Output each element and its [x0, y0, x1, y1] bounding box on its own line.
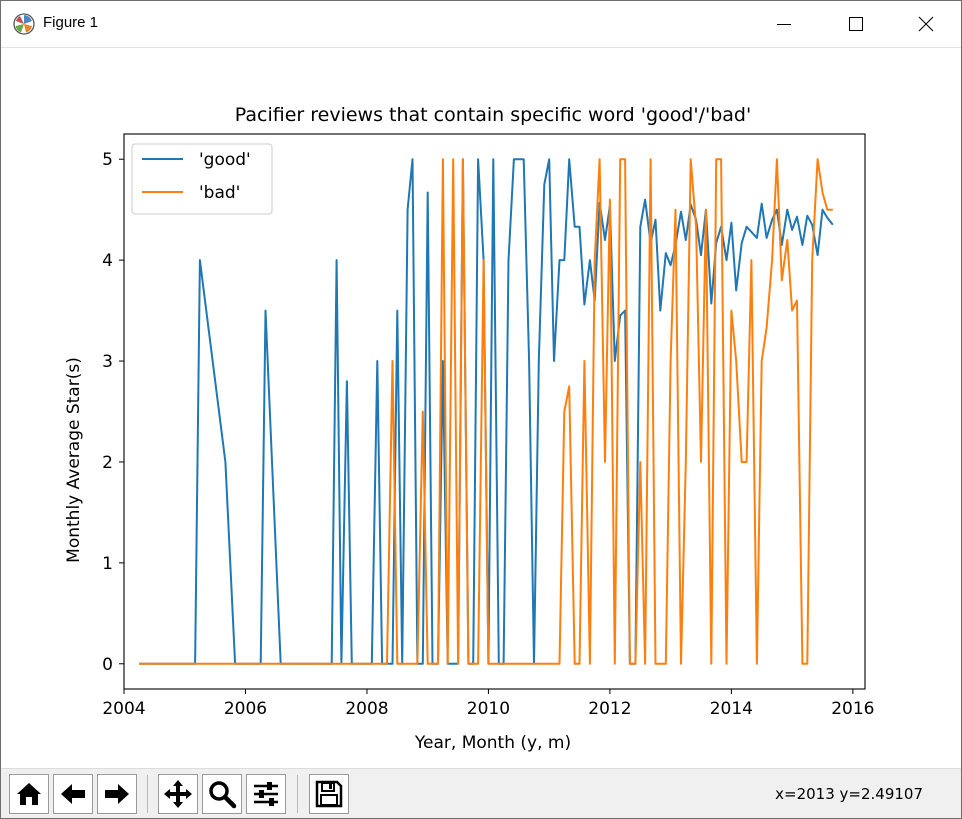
home-icon: [17, 783, 41, 805]
x-tick-label: 2006: [224, 699, 267, 719]
x-tick-label: 2012: [588, 699, 631, 719]
y-tick-label: 5: [102, 150, 113, 170]
navigation-toolbar: x=2013 y=2.49107: [1, 768, 961, 818]
save-icon: [315, 780, 343, 808]
legend-label-good: 'good': [199, 150, 251, 170]
back-arrow-icon: [61, 784, 85, 804]
window-title: Figure 1: [43, 14, 99, 31]
back-button[interactable]: [53, 774, 93, 814]
y-tick-label: 2: [102, 453, 113, 473]
pan-button[interactable]: [158, 774, 198, 814]
legend-label-bad: 'bad': [199, 183, 240, 203]
forward-arrow-icon: [105, 784, 129, 804]
series-lines: [139, 158, 834, 665]
axes-frame: [123, 133, 866, 690]
pan-icon: [164, 780, 192, 808]
title-bar[interactable]: Figure 1: [1, 1, 961, 48]
toolbar-separator: [147, 775, 148, 813]
y-axis-ticks: 0 1 2 3 4 5: [102, 150, 124, 675]
x-axis-label: Year, Month (y, m): [414, 733, 571, 753]
y-tick-label: 0: [102, 655, 113, 675]
zoom-button[interactable]: [202, 774, 242, 814]
x-tick-label: 2004: [102, 699, 145, 719]
maximize-button[interactable]: [833, 1, 879, 47]
zoom-icon: [209, 781, 237, 809]
save-button[interactable]: [309, 774, 349, 814]
toolbar-separator: [297, 775, 298, 813]
minimize-button[interactable]: [761, 1, 807, 47]
legend: 'good' 'bad': [131, 143, 273, 215]
y-tick-label: 3: [102, 352, 113, 372]
maximize-icon: [849, 17, 863, 31]
matplotlib-logo-icon: [13, 13, 35, 35]
x-axis-ticks: 2004 2006 2008 2010 2012 2014 2016: [102, 689, 874, 719]
legend-box: [131, 143, 273, 215]
y-tick-label: 1: [102, 554, 113, 574]
x-tick-label: 2010: [467, 699, 510, 719]
figure-canvas[interactable]: Pacifier reviews that contain specific w…: [1, 48, 961, 768]
configure-subplots-button[interactable]: [246, 774, 286, 814]
home-button[interactable]: [9, 774, 49, 814]
series-line-good: [139, 158, 834, 665]
y-axis-label: Monthly Average Star(s): [64, 357, 84, 563]
configure-subplots-icon: [254, 782, 278, 806]
x-tick-label: 2016: [831, 699, 874, 719]
series-line-bad: [139, 158, 833, 665]
x-tick-label: 2008: [345, 699, 388, 719]
close-icon: [918, 16, 934, 32]
close-button[interactable]: [903, 1, 949, 47]
forward-button[interactable]: [97, 774, 137, 814]
line-chart: Pacifier reviews that contain specific w…: [64, 104, 874, 753]
cursor-coordinates: x=2013 y=2.49107: [775, 785, 923, 803]
x-tick-label: 2014: [710, 699, 753, 719]
y-tick-label: 4: [102, 251, 113, 271]
minimize-icon: [777, 24, 791, 25]
chart-title: Pacifier reviews that contain specific w…: [235, 104, 751, 126]
